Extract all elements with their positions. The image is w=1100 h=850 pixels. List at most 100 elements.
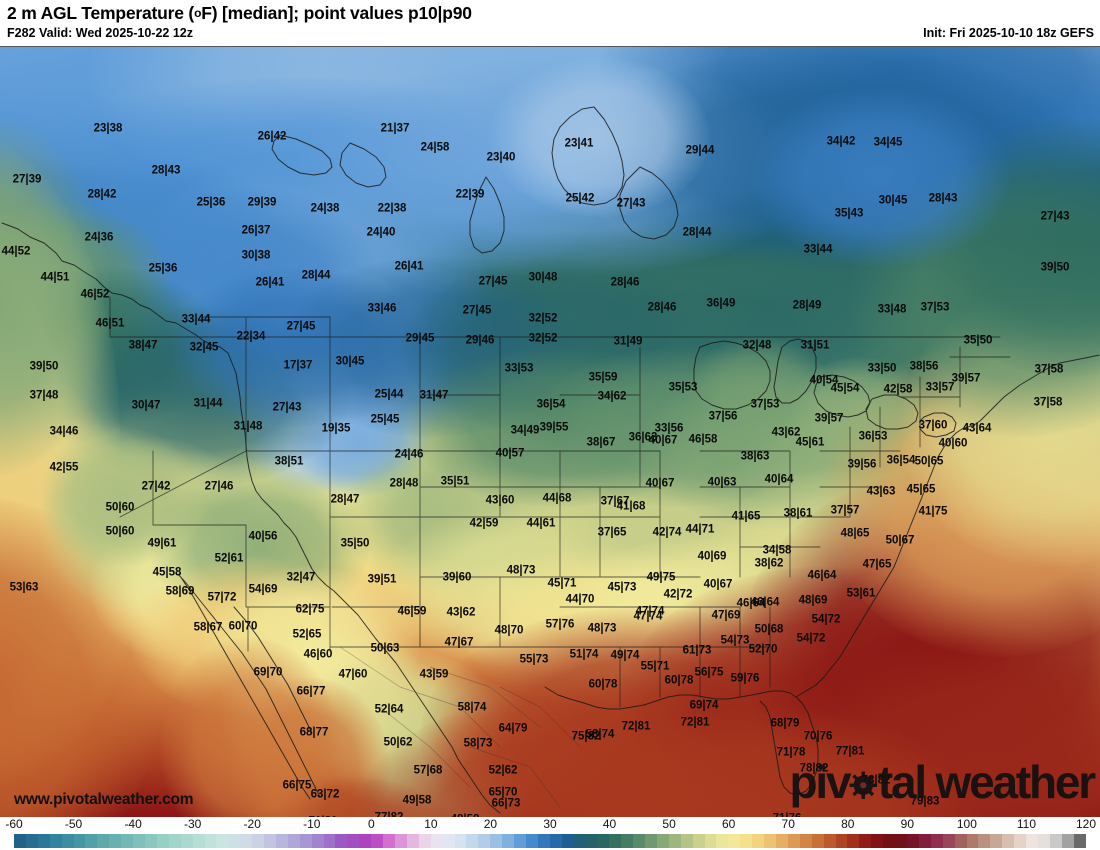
point-value-label: 34|46 [49,425,79,438]
colorbar-band [418,834,431,848]
colorbar-tick: 90 [900,817,915,831]
point-value-label: 47|60 [338,668,368,681]
gear-icon [849,771,878,800]
colorbar-band [430,834,443,848]
point-value-label: 32|48 [742,339,772,352]
point-value-label: 40|56 [248,530,278,543]
colorbar-band [466,834,479,848]
colorbar-band [454,834,467,848]
colorbar-band [383,834,395,848]
point-value-label: 44|52 [1,245,31,258]
point-value-label: 37|65 [597,526,627,539]
point-value-label: 75|82 [571,730,601,743]
colorbar-band [1026,834,1038,848]
title-rest: F) [median]; point values p10|p90 [201,3,472,23]
init-time-label: Init: Fri 2025-10-10 18z GEFS [923,26,1094,40]
point-value-label: 55|73 [519,653,549,666]
colorbar-band [61,834,74,848]
point-value-label: 45|65 [906,483,936,496]
page-title: 2 m AGL Temperature (oF) [median]; point… [7,3,472,24]
point-value-label: 31|47 [419,389,449,402]
point-value-label: 36|53 [858,430,888,443]
colorbar-band [656,834,669,848]
colorbar-band [525,834,538,848]
point-value-label: 36|63 [628,431,658,444]
point-value-label: 22|39 [455,188,485,201]
point-value-label: 41|65 [731,510,761,523]
point-value-label: 37|57 [830,504,860,517]
colorbar-band [168,834,181,848]
point-value-label: 26|41 [255,276,285,289]
colorbar-tick: -40 [124,817,142,831]
point-value-label: 38|51 [274,455,304,468]
temperature-contour-region [750,87,1010,267]
point-value-label: 40|69 [697,550,727,563]
point-value-label: 37|53 [920,301,950,314]
point-value-label: 44|68 [542,492,572,505]
point-value-label: 46|59 [397,605,427,618]
point-value-label: 61|73 [682,644,712,657]
point-value-label: 28|49 [792,299,822,312]
colorbar-band [787,834,800,848]
colorbar-band [97,834,110,848]
point-value-label: 78|82 [861,774,891,787]
point-value-label: 41|68 [616,500,646,513]
point-value-label: 54|73 [720,634,750,647]
colorbar-band [156,834,169,848]
point-value-label: 36|54 [886,454,916,467]
colorbar-band [716,834,729,848]
point-value-label: 30|47 [131,399,161,412]
point-value-label: 42|55 [49,461,79,474]
colorbar-band [883,834,896,848]
colorbar-tick: -10 [303,817,321,831]
point-value-label: 29|45 [405,332,435,345]
point-value-label: 50|60 [105,501,135,514]
point-value-label: 28|44 [301,269,331,282]
point-value-label: 27|39 [12,173,42,186]
colorbar-band [537,834,550,848]
colorbar-tick: 100 [956,817,977,831]
point-value-label: 37|58 [1033,396,1063,409]
point-value-label: 33|44 [181,313,211,326]
colorbar-band [121,834,134,848]
point-value-label: 36|49 [706,297,736,310]
point-value-label: 77|82 [374,811,404,818]
point-value-label: 38|62 [754,557,784,570]
point-value-label: 40|67 [645,477,675,490]
point-value-label: 43|63 [866,485,896,498]
point-value-label: 34|62 [597,390,627,403]
temperature-contour-region [490,57,710,217]
point-value-label: 49|58 [402,794,432,807]
point-value-label: 72|81 [680,716,710,729]
colorbar-band [859,834,872,848]
map-canvas[interactable]: 23|38 26|42 21|37 24|58 23|40 23|41 29|44 34|42… [0,46,1100,818]
header: 2 m AGL Temperature (oF) [median]; point… [0,0,1100,46]
colorbar-band [776,834,788,848]
point-value-label: 37|67 [600,495,630,508]
point-value-label: 21|37 [380,122,410,135]
point-value-label: 32|47 [286,571,316,584]
point-value-label: 42|72 [663,588,693,601]
point-value-label: 46|51 [95,317,125,330]
point-value-label: 27|46 [204,480,234,493]
point-value-label: 31|51 [800,339,830,352]
colorbar-tick: 70 [781,817,795,831]
point-value-label: 35|53 [668,381,698,394]
point-value-label: 48|73 [587,622,617,635]
point-value-label: 39|56 [847,458,877,471]
point-value-label: 39|57 [951,372,981,385]
point-value-label: 66|77 [296,685,326,698]
colorbar-band [764,834,776,848]
colorbar-band [811,834,824,848]
colorbar-band [978,834,991,848]
point-value-label: 48|73 [506,564,536,577]
colorbar-band [264,834,276,848]
point-value-label: 46|64 [736,597,766,610]
point-value-label: 35|51 [440,475,470,488]
colorbar[interactable]: -60 -50 -40 -30 -20 -10 0 10 20 30 40 50 60 70 80 90 100… [0,817,1100,850]
colorbar-band [835,834,848,848]
point-value-label: 60|70 [228,620,258,633]
colorbar-band [240,834,253,848]
colorbar-band [645,834,657,848]
point-value-label: 19|35 [321,422,351,435]
